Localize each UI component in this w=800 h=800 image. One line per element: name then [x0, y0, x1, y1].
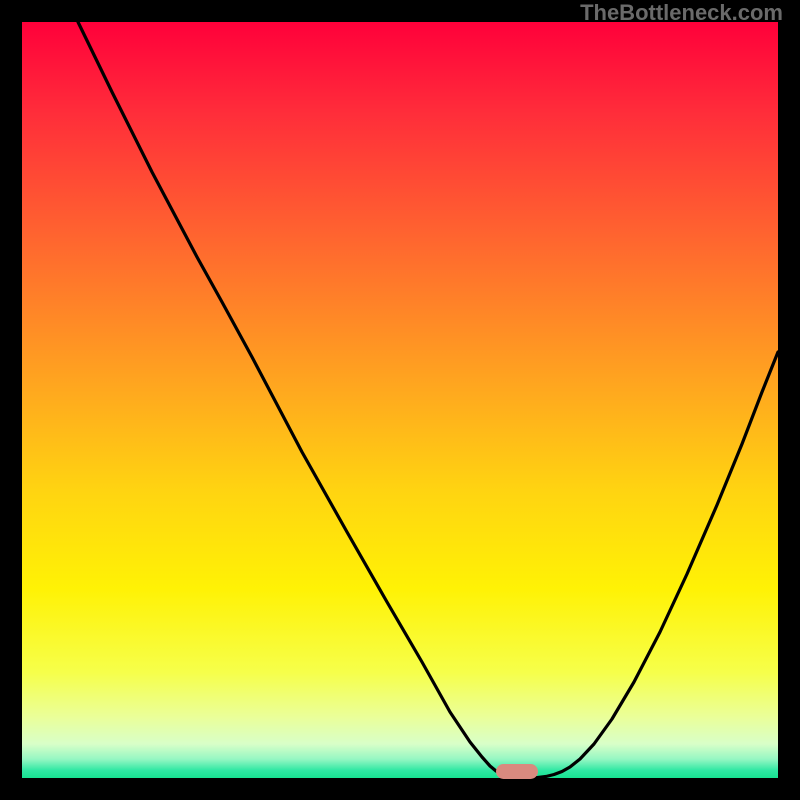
plot-area [22, 22, 778, 778]
watermark-text: TheBottleneck.com [580, 0, 783, 26]
chart-container: TheBottleneck.com [0, 0, 800, 800]
curve-layer [22, 22, 778, 778]
bottleneck-curve [78, 22, 778, 778]
optimum-marker [496, 764, 538, 779]
